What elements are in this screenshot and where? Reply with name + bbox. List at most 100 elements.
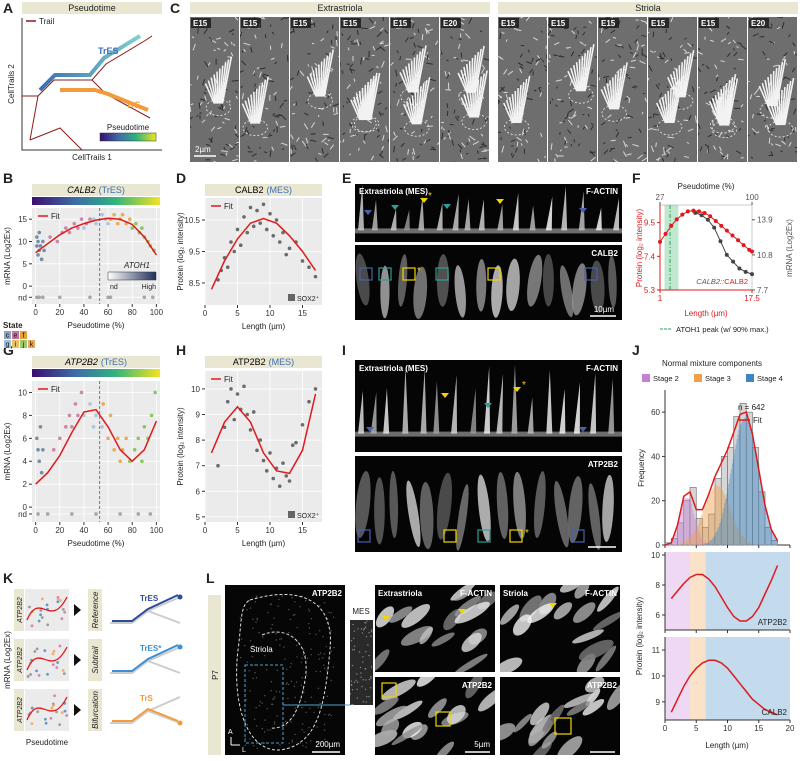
- speckle: [249, 607, 252, 609]
- texture: [251, 153, 257, 157]
- texture: [532, 71, 534, 76]
- speckle: [353, 681, 356, 684]
- legend-swatch: [288, 294, 295, 301]
- stereocilia: [321, 55, 329, 97]
- cell: [454, 265, 466, 318]
- speckle: [319, 604, 321, 607]
- stereocilia: [764, 79, 771, 107]
- hair-bundle: [613, 197, 620, 231]
- label: High: [142, 284, 157, 291]
- bundle: [563, 693, 595, 708]
- texture: [336, 107, 338, 114]
- speckle: [261, 702, 263, 704]
- texture: [448, 71, 451, 76]
- point: [41, 295, 45, 300]
- y-tick-label: 8: [196, 436, 201, 445]
- trajectory: (TrES): [101, 357, 127, 367]
- micrograph: [500, 677, 620, 755]
- texture: [365, 58, 370, 60]
- label: *: [525, 528, 529, 539]
- point: [35, 235, 39, 239]
- mini-point: [63, 610, 67, 614]
- texture: [379, 150, 384, 156]
- y-tick-label: 9.5: [189, 248, 201, 257]
- texture: [763, 119, 767, 122]
- point: [134, 221, 138, 226]
- speckle: [318, 653, 320, 656]
- texture: [434, 40, 439, 46]
- speckle: [370, 677, 372, 679]
- texture: [274, 61, 278, 65]
- stereocilia: [368, 78, 375, 121]
- y-tick-label: 8.5: [189, 279, 201, 288]
- texture: [529, 68, 534, 74]
- panel-letter: D: [176, 170, 186, 186]
- label-bg: [699, 18, 719, 28]
- y-tick-label: 2: [23, 480, 28, 489]
- texture: [221, 150, 228, 153]
- arrowhead: [579, 208, 587, 213]
- stereocilia: [613, 74, 617, 110]
- point: [251, 410, 256, 414]
- texture: [353, 78, 356, 82]
- point: [238, 243, 243, 248]
- stage-label: E15: [393, 19, 408, 28]
- stereocilia: [516, 87, 519, 124]
- mini-point: [30, 722, 34, 726]
- mini-point: [60, 617, 64, 621]
- label: n = 642: [738, 403, 765, 412]
- texture: [600, 26, 603, 33]
- texture: [693, 57, 697, 60]
- texture: [498, 94, 503, 99]
- point: [88, 217, 92, 221]
- point: [284, 252, 289, 257]
- texture: [539, 57, 545, 63]
- label: c: [6, 333, 10, 340]
- texture: [462, 59, 469, 62]
- texture: [456, 115, 460, 119]
- roi-box: [509, 529, 523, 543]
- stereocilia: [320, 58, 326, 97]
- texture: [507, 70, 514, 76]
- texture: [406, 96, 410, 101]
- texture: [273, 115, 280, 118]
- hair-bundle: [546, 369, 553, 434]
- texture: [419, 143, 422, 146]
- point: [245, 412, 250, 417]
- speckle: [310, 696, 313, 699]
- texture: [444, 70, 447, 77]
- mini-point: [39, 613, 43, 617]
- speckle: [279, 744, 281, 746]
- speckle: [300, 661, 302, 664]
- texture: [573, 27, 577, 31]
- speckle: [315, 670, 317, 672]
- y-tick-label: 9: [196, 411, 201, 420]
- texture: [511, 145, 514, 147]
- texture: [749, 94, 753, 100]
- y-tick-label: 6: [196, 487, 201, 496]
- texture: [413, 32, 416, 36]
- texture: [252, 70, 256, 75]
- texture: [264, 34, 267, 39]
- cell: [590, 260, 605, 313]
- texture: [376, 31, 383, 38]
- texture: [563, 136, 568, 144]
- stereocilia: [471, 85, 475, 118]
- stereocilia: [255, 85, 261, 124]
- texture: [648, 127, 653, 131]
- x-tick-label: 0: [203, 526, 208, 535]
- panel-letter: G: [3, 342, 14, 358]
- stereocilia: [468, 60, 472, 93]
- speckle: [322, 635, 324, 638]
- texture: [648, 77, 650, 82]
- point: [277, 240, 282, 244]
- y-tick-label: 40: [651, 452, 660, 461]
- cell: [406, 480, 421, 547]
- point: [67, 230, 72, 235]
- stereocilia: [600, 89, 611, 110]
- hair-bundle: [496, 373, 504, 434]
- stereocilia: [318, 64, 321, 97]
- texture: [479, 145, 484, 149]
- point: [242, 215, 246, 219]
